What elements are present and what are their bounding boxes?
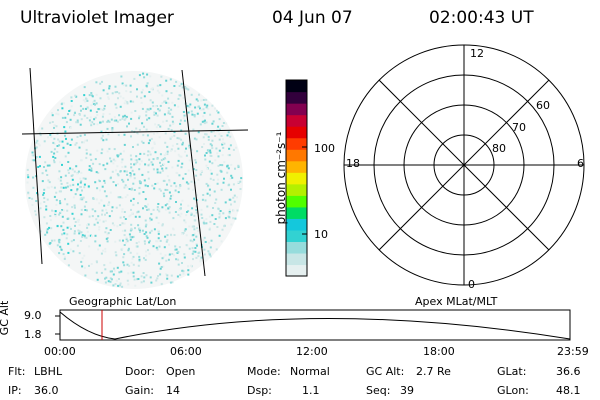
colorbar-segment [286,172,307,185]
time-tick-1200: 12:00 [296,345,328,358]
status-seq-label: Seq: [366,384,391,397]
status-flt-label: Flt: [8,365,26,378]
geographic-label: Geographic Lat/Lon [69,295,177,308]
status-gcalt-value: 2.7 Re [416,365,451,378]
colorbar-segment [286,160,307,173]
colorbar-segment [286,103,307,116]
status-seq-value: 39 [400,384,414,397]
status-glat-label: GLat: [497,365,527,378]
colorbar-segment [286,80,307,93]
status-gain-value: 14 [166,384,180,397]
status-mode-value: Normal [290,365,330,378]
alt-tick-label-low: 1.8 [24,328,42,341]
colorbar-unit-label: photon cm⁻²s⁻¹ [274,131,288,225]
header-date: 04 Jun 07 [272,8,353,28]
mlt-label-6: 6 [577,157,584,170]
status-dsp-label: Dsp: [247,384,272,397]
lat-label-80: 80 [492,142,506,155]
geo-meridian-left [29,67,43,265]
mlt-label-18: 18 [346,157,360,170]
colorbar-segment [286,149,307,162]
colorbar-segment [286,114,307,127]
mlt-label-0: 0 [468,278,475,291]
window-title: Ultraviolet Imager [20,8,174,28]
status-door-value: Open [166,365,196,378]
altitude-strip [55,309,571,341]
lat-label-70: 70 [512,121,526,134]
colorbar-segment [286,206,307,219]
status-glat-value: 36.6 [556,365,581,378]
colorbar-segment [286,91,307,104]
colorbar-segment [286,126,307,139]
lat-label-60: 60 [536,99,550,112]
colorbar-segment [286,229,307,243]
polar-grid [343,44,585,286]
colorbar-segment [286,183,307,196]
alt-tick-label-high: 9.0 [24,309,42,322]
polar-diagonal-2 [378,79,550,251]
mlt-label-12: 12 [470,47,484,60]
status-door-label: Door: [125,365,155,378]
altitude-curve [59,311,571,340]
time-tick-0000: 00:00 [44,345,76,358]
colorbar [286,80,307,277]
status-gain-label: Gain: [125,384,154,397]
status-mode-label: Mode: [247,365,281,378]
colorbar-segment [286,264,307,277]
colorbar-tick-label-10: 10 [314,228,328,241]
status-gcalt-label: GC Alt: [366,365,405,378]
colorbar-segment [286,195,307,208]
geo-parallel [21,129,249,135]
geo-meridian-right [181,69,206,277]
status-flt-value: LBHL [34,365,63,378]
time-tick-2359: 23:59 [557,345,589,358]
status-glon-value: 48.1 [556,384,581,397]
apex-label: Apex MLat/MLT [415,295,498,308]
status-ip-label: IP: [8,384,22,397]
colorbar-segment [286,241,307,254]
colorbar-frame [285,79,308,277]
colorbar-segment [286,218,307,231]
header-time: 02:00:43 UT [429,8,534,28]
uv-emission-speckle [26,72,243,288]
colorbar-segment [286,252,307,266]
status-glon-label: GLon: [497,384,529,397]
time-tick-1800: 18:00 [423,345,455,358]
time-tick-0600: 06:00 [170,345,202,358]
colorbar-segment [286,137,307,150]
altitude-frame [59,309,571,341]
altitude-axis-label: GC Alt [0,300,11,336]
uv-image-disk [21,67,249,289]
status-ip-value: 36.0 [34,384,59,397]
status-dsp-value: 1.1 [302,384,320,397]
colorbar-tick-label-100: 100 [314,142,335,155]
